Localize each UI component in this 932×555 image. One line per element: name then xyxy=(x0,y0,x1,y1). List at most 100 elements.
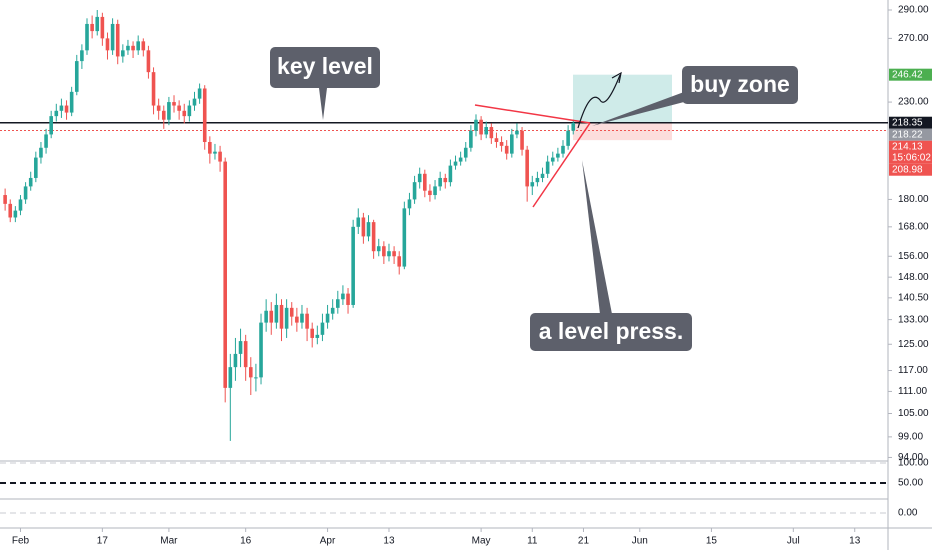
candle-body xyxy=(161,110,166,120)
x-tick-label: Feb xyxy=(12,536,30,547)
candle-body xyxy=(248,367,253,378)
x-tick-label: 13 xyxy=(849,536,861,547)
y-tick-label: 105.00 xyxy=(898,408,929,419)
candle-body xyxy=(535,177,540,183)
candle-body xyxy=(530,182,535,187)
triangle-lower xyxy=(532,122,591,208)
price-tag xyxy=(889,68,932,81)
price-tag-label: 246.42 xyxy=(892,69,923,80)
candle-body xyxy=(105,38,110,51)
candle-body xyxy=(74,61,79,92)
candle-body xyxy=(423,173,427,191)
candle-body xyxy=(131,45,135,51)
price-tag-label: 214.13 xyxy=(892,141,923,152)
candle-body xyxy=(8,203,13,218)
candle-body xyxy=(243,341,248,368)
price-tag xyxy=(889,140,932,164)
price-tag xyxy=(889,116,932,129)
pane-tick-label: 0.00 xyxy=(898,508,918,519)
candle-body xyxy=(484,127,489,135)
candle-body xyxy=(49,116,53,135)
candle-body xyxy=(402,208,407,267)
candle-body xyxy=(202,88,207,143)
candle-body xyxy=(156,105,161,111)
candle-body xyxy=(489,127,494,139)
candle-body xyxy=(417,173,422,183)
candle-body xyxy=(110,23,115,51)
candle-body xyxy=(54,110,59,117)
x-tick-label: May xyxy=(472,536,491,547)
y-tick-label: 99.00 xyxy=(898,432,923,443)
stop-zone xyxy=(573,122,672,141)
candle-body xyxy=(3,195,7,204)
x-tick-label: 13 xyxy=(383,536,395,547)
candle-body xyxy=(504,145,509,154)
candle-body xyxy=(561,145,565,154)
candle-body xyxy=(192,98,197,106)
candle-body xyxy=(228,367,233,388)
candle-body xyxy=(284,307,289,329)
price-tag-label: 218.22 xyxy=(892,129,923,140)
candle-body xyxy=(28,177,33,187)
y-tick-label: 270.00 xyxy=(898,33,929,44)
candle-body xyxy=(361,217,366,237)
candle-body xyxy=(433,186,437,196)
callout-text: a level press. xyxy=(539,318,684,344)
callout-pointer xyxy=(582,160,612,314)
price-tag-label: 208.98 xyxy=(892,164,923,175)
candle-body xyxy=(197,88,202,99)
y-tick-label: 168.00 xyxy=(898,221,929,232)
candle-body xyxy=(540,173,545,178)
candle-body xyxy=(341,293,345,300)
candle-body xyxy=(545,161,550,174)
candle-body xyxy=(366,222,371,237)
x-tick-label: 15 xyxy=(706,536,718,547)
candle-body xyxy=(550,157,555,162)
candle-body xyxy=(443,177,448,183)
candle-body xyxy=(80,50,84,62)
price-tag xyxy=(889,128,932,141)
callout-text: buy zone xyxy=(690,71,790,97)
candle-body xyxy=(69,91,74,113)
candle-body xyxy=(479,119,483,135)
candle-body xyxy=(351,226,355,305)
x-tick-label: Jul xyxy=(787,536,800,547)
candle-body xyxy=(146,50,151,73)
candle-body xyxy=(325,313,330,323)
candle-body xyxy=(177,105,181,111)
candle-body xyxy=(428,190,432,196)
y-tick-label: 94.00 xyxy=(898,452,923,463)
triangle-upper xyxy=(474,104,591,124)
callout-box xyxy=(270,47,380,88)
candle-body xyxy=(18,199,23,211)
candle-body xyxy=(295,316,299,323)
candle-body xyxy=(566,130,570,146)
pane-tick-label: 100.00 xyxy=(898,458,929,469)
y-tick-label: 125.00 xyxy=(898,339,929,350)
x-tick-label: 16 xyxy=(240,536,252,547)
candle-body xyxy=(320,322,325,335)
callout-box xyxy=(682,66,798,104)
candle-body xyxy=(64,105,69,113)
candle-body xyxy=(13,210,18,218)
candle-body xyxy=(412,182,417,200)
candle-body xyxy=(172,102,176,106)
candle-body xyxy=(382,246,386,257)
candle-body xyxy=(346,293,350,305)
candle-body xyxy=(371,222,376,252)
candle-body xyxy=(407,199,412,209)
y-tick-label: 140.50 xyxy=(898,292,929,303)
y-tick-label: 230.00 xyxy=(898,97,929,108)
candle-body xyxy=(289,307,294,317)
candle-body xyxy=(469,130,473,148)
candle-body xyxy=(274,304,279,323)
candle-body xyxy=(238,341,243,354)
candle-body xyxy=(218,151,222,162)
x-tick-label: 17 xyxy=(97,536,109,547)
candle-body xyxy=(397,256,402,267)
candle-body xyxy=(315,334,320,338)
y-tick-label: 180.00 xyxy=(898,194,929,205)
x-tick-label: Apr xyxy=(320,536,336,547)
candle-body xyxy=(167,102,171,120)
